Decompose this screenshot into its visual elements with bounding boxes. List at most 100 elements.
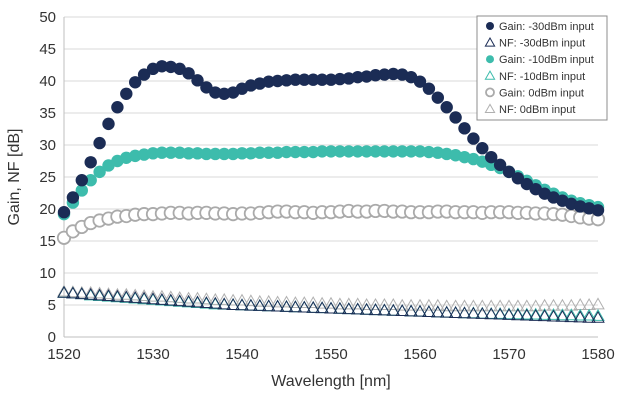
- data-point: [484, 307, 499, 320]
- data-point: [430, 305, 445, 318]
- data-point: [448, 306, 463, 318]
- data-point: [110, 289, 125, 302]
- data-point: [129, 76, 142, 89]
- data-point: [137, 68, 151, 81]
- data-point: [386, 298, 401, 310]
- data-point: [288, 296, 303, 309]
- data-point: [564, 310, 579, 323]
- data-point: [467, 132, 480, 145]
- data-point: [297, 296, 312, 309]
- data-point: [582, 308, 596, 321]
- data-point: [271, 146, 284, 159]
- data-point: [458, 122, 471, 135]
- data-point: [119, 287, 134, 300]
- data-point: [137, 291, 151, 304]
- data-point: [208, 296, 223, 309]
- data-point: [502, 307, 516, 320]
- data-point: [279, 299, 294, 312]
- y-tick-label: 40: [39, 73, 56, 90]
- data-point: [369, 145, 382, 158]
- data-point: [128, 288, 143, 301]
- data-point: [430, 298, 445, 311]
- data-point: [244, 294, 258, 307]
- data-point: [431, 91, 444, 104]
- data-point: [573, 308, 588, 321]
- data-point: [333, 301, 347, 314]
- legend-label: NF: -10dBm input: [499, 71, 585, 83]
- data-point: [57, 284, 71, 297]
- data-point: [591, 310, 605, 323]
- data-point: [466, 299, 481, 312]
- y-tick-label: 50: [39, 9, 56, 26]
- x-tick-label: 1560: [403, 346, 436, 363]
- legend-marker: [484, 70, 496, 80]
- data-point: [359, 302, 374, 315]
- legend-marker: [486, 22, 494, 30]
- data-point: [502, 165, 516, 179]
- data-point: [528, 308, 543, 321]
- legend-marker: [484, 36, 496, 47]
- y-tick-label: 10: [39, 265, 56, 282]
- data-point: [57, 206, 71, 219]
- data-point: [155, 289, 169, 302]
- data-point: [404, 298, 418, 311]
- data-point: [475, 299, 490, 312]
- data-point: [387, 67, 400, 81]
- data-point: [181, 291, 196, 304]
- y-tick-label: 5: [48, 297, 56, 314]
- data-point: [120, 87, 133, 101]
- data-point: [396, 145, 409, 158]
- data-point: [351, 145, 364, 158]
- data-point: [422, 145, 436, 159]
- data-point: [360, 145, 373, 158]
- data-point: [101, 289, 116, 301]
- data-point: [57, 285, 71, 298]
- x-axis-title: Wavelength [nm]: [271, 373, 390, 390]
- y-tick-label: 0: [48, 329, 56, 346]
- data-point: [146, 147, 160, 160]
- data-point: [341, 297, 356, 310]
- data-point: [93, 165, 106, 179]
- data-point: [218, 147, 231, 161]
- data-point: [66, 191, 80, 204]
- data-point: [297, 300, 312, 313]
- data-point: [582, 310, 596, 323]
- series-1: [57, 285, 605, 323]
- data-point: [75, 184, 89, 197]
- data-point: [298, 145, 311, 159]
- data-point: [226, 293, 240, 306]
- data-point: [395, 304, 410, 317]
- x-tick-label: 1570: [492, 346, 525, 363]
- data-point: [351, 70, 364, 84]
- data-point: [146, 292, 160, 305]
- data-point: [555, 308, 570, 321]
- data-point: [315, 145, 329, 158]
- data-point: [252, 294, 267, 307]
- data-point: [591, 308, 605, 321]
- data-point: [573, 310, 588, 323]
- axes: [63, 17, 598, 338]
- data-point: [546, 307, 561, 320]
- data-point: [457, 306, 472, 319]
- data-point: [226, 298, 240, 310]
- data-point: [476, 142, 489, 155]
- data-point: [271, 74, 284, 88]
- data-point: [83, 285, 98, 298]
- legend-marker: [485, 87, 495, 98]
- legend: Gain: -30dBm input NF: -30dBm input Gain: …: [476, 15, 608, 121]
- legend-box: [476, 15, 608, 121]
- data-point: [182, 147, 195, 160]
- series-0: [57, 60, 605, 219]
- data-point: [324, 301, 338, 314]
- data-point: [190, 295, 205, 308]
- data-point: [155, 146, 169, 159]
- data-point: [289, 73, 302, 86]
- data-point: [413, 298, 427, 311]
- data-point: [191, 74, 204, 87]
- data-point: [413, 75, 427, 88]
- data-point: [555, 309, 570, 322]
- data-point: [101, 287, 116, 300]
- legend-marker: [484, 103, 496, 113]
- data-point: [235, 293, 249, 306]
